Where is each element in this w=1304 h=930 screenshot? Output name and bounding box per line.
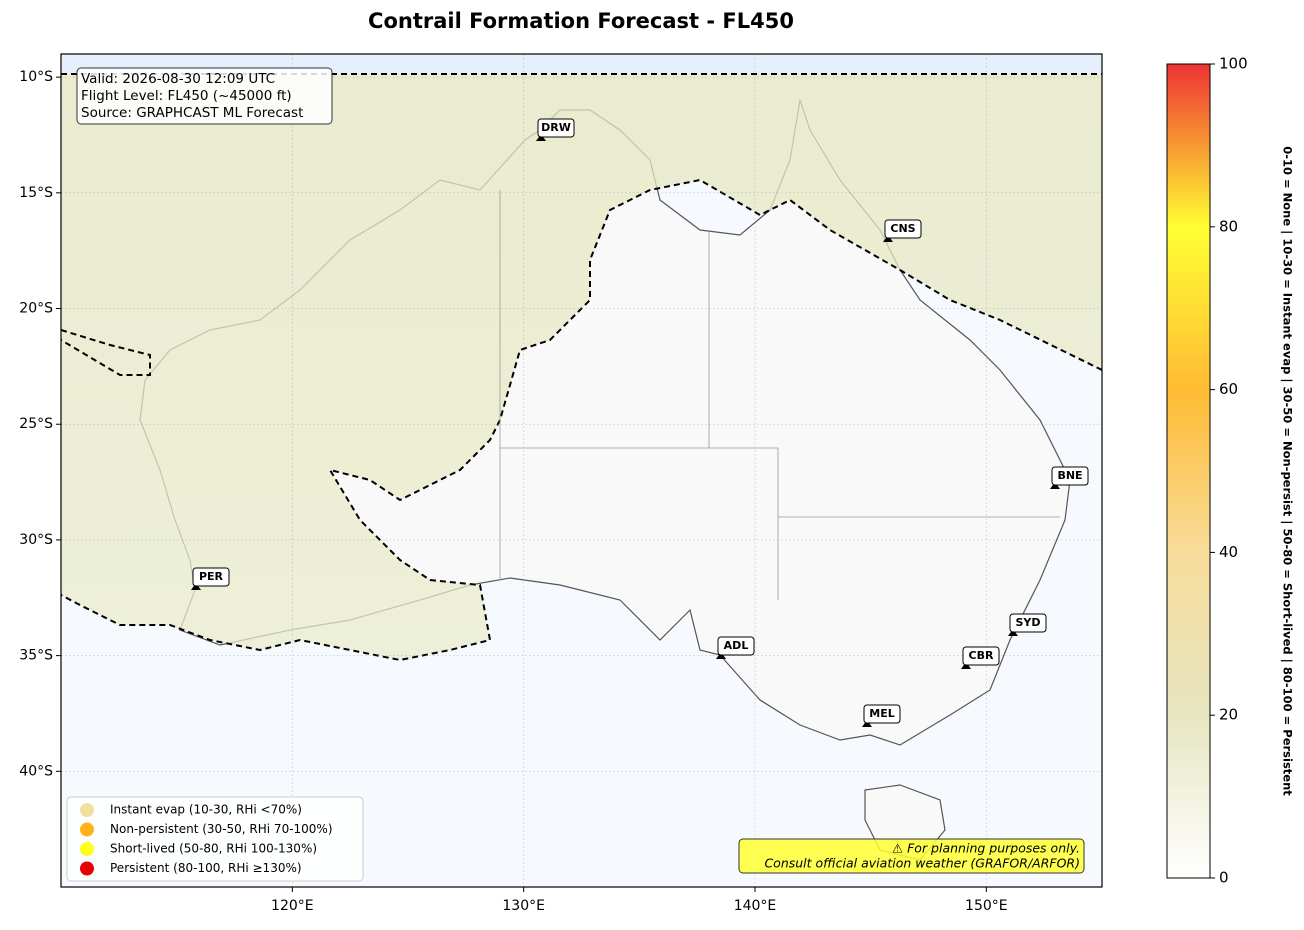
state-borders [499, 190, 1060, 600]
city-label: SYD [1015, 616, 1040, 629]
city-label: DRW [541, 121, 571, 134]
y-tick-label: 35°S [19, 648, 53, 664]
warning-box [738, 838, 1085, 874]
city-label-box [863, 704, 901, 724]
x-tick-label: 150°E [965, 898, 1008, 914]
legend-label: Instant evap (10-30, RHi <70%) [110, 803, 302, 817]
y-tick-label: 15°S [19, 185, 53, 201]
y-tick-label: 30°S [19, 532, 53, 548]
colorbar-tick-label: 20 [1219, 706, 1238, 724]
x-tick-label: 140°E [734, 898, 777, 914]
map-frame [60, 53, 1103, 888]
city-label: MEL [869, 707, 894, 720]
city-label-box [1051, 466, 1089, 486]
cities: DRW CNS BNE PER ADL SYD CBR MEL [191, 118, 1089, 727]
map [61, 54, 1102, 887]
info-line: Source: GRAPHCAST ML Forecast [81, 105, 303, 121]
y-tick-label: 40°S [19, 763, 53, 779]
city-label-box [962, 646, 1000, 666]
legend-label: Persistent (80-100, RHi ≥130%) [110, 861, 302, 875]
warning-line: ⚠ For planning purposes only. [892, 841, 1080, 856]
city-label: CNS [890, 222, 915, 235]
info-box [76, 67, 333, 125]
legend-swatch [80, 803, 94, 817]
city-label: PER [199, 570, 224, 583]
colorbar-label: 0-10 = None | 10-30 = Instant evap | 30-… [1281, 146, 1295, 796]
x-tick-label: 120°E [271, 898, 314, 914]
x-tick-label: 130°E [502, 898, 545, 914]
legend-swatch [80, 822, 94, 837]
legend-swatch [80, 861, 94, 876]
colorbar-tick-label: 0 [1219, 869, 1229, 887]
grid: 120°E 130°E 140°E 150°E 10°S 15°S 20°S 25°S 30°S… [19, 54, 1102, 914]
y-tick-label: 25°S [19, 416, 53, 432]
colorbar-tick-label: 60 [1219, 380, 1238, 398]
legend: Instant evap (10-30, RHi <70%) Non-persis… [80, 803, 333, 876]
colorbar-tick-label: 80 [1219, 217, 1238, 235]
colorbar-tick-label: 100 [1219, 55, 1248, 73]
title: Contrail Formation Forecast - FL450 [368, 9, 794, 33]
warning-line: Consult official aviation weather (GRAFO… [764, 856, 1080, 871]
city-label: ADL [724, 639, 749, 652]
city-label-box [884, 219, 922, 239]
colorbar [1166, 63, 1211, 879]
city-label-box [717, 636, 755, 656]
city-label: BNE [1057, 469, 1082, 482]
y-tick-label: 20°S [19, 301, 53, 317]
tint-region [61, 74, 1102, 660]
city-label-box [537, 118, 575, 138]
legend-box [66, 796, 364, 882]
city-label-box [1009, 613, 1047, 633]
legend-label: Non-persistent (30-50, RHi 70-100%) [110, 822, 333, 836]
info-line: Flight Level: FL450 (~45000 ft) [81, 88, 292, 104]
info-line: Valid: 2026-08-30 12:09 UTC [81, 71, 275, 87]
colorbar-tick-label: 40 [1219, 543, 1238, 561]
legend-label: Short-lived (50-80, RHi 100-130%) [110, 842, 317, 856]
city-label: CBR [969, 649, 994, 662]
legend-swatch [80, 842, 94, 856]
city-label-box [192, 567, 230, 587]
colorbar-ticks: 0 20 40 60 80 100 [1210, 55, 1248, 887]
y-tick-label: 10°S [19, 69, 53, 85]
